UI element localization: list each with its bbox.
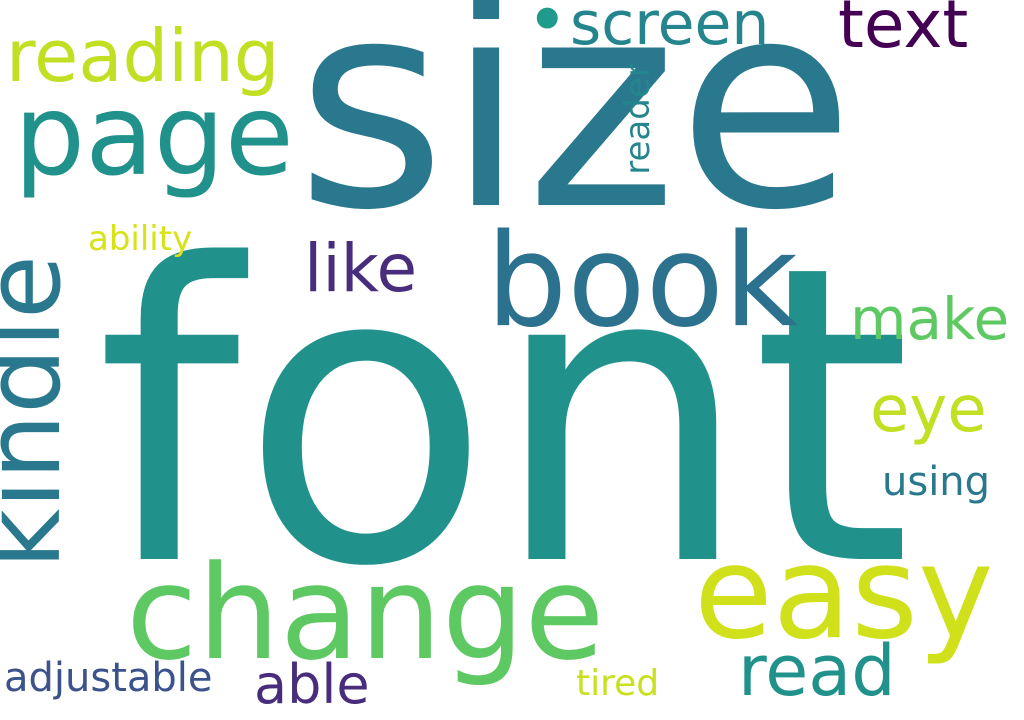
- word-make: make: [850, 285, 1010, 353]
- word-size: size: [296, 0, 855, 273]
- word-easy: easy: [694, 519, 994, 668]
- word-reader: reader: [618, 63, 658, 175]
- word-adjustable: adjustable: [4, 655, 213, 701]
- word-ability: ability: [88, 219, 193, 259]
- word-reading: reading: [6, 14, 280, 98]
- bullet-glyph: •: [526, 0, 569, 62]
- word-change: change: [126, 537, 605, 689]
- word-book: book: [486, 207, 798, 356]
- word-font: font: [96, 178, 912, 656]
- word-text: text: [838, 0, 969, 63]
- word-able: able: [254, 653, 370, 716]
- word-read: read: [738, 630, 896, 712]
- word-like: like: [304, 230, 418, 307]
- word-eye: eye: [870, 373, 987, 447]
- word-page: page: [14, 71, 294, 201]
- word-tired: tired: [576, 663, 660, 704]
- word-kindle: kindle: [0, 255, 84, 569]
- word-using: using: [882, 459, 991, 505]
- word-screen: screen: [570, 0, 770, 59]
